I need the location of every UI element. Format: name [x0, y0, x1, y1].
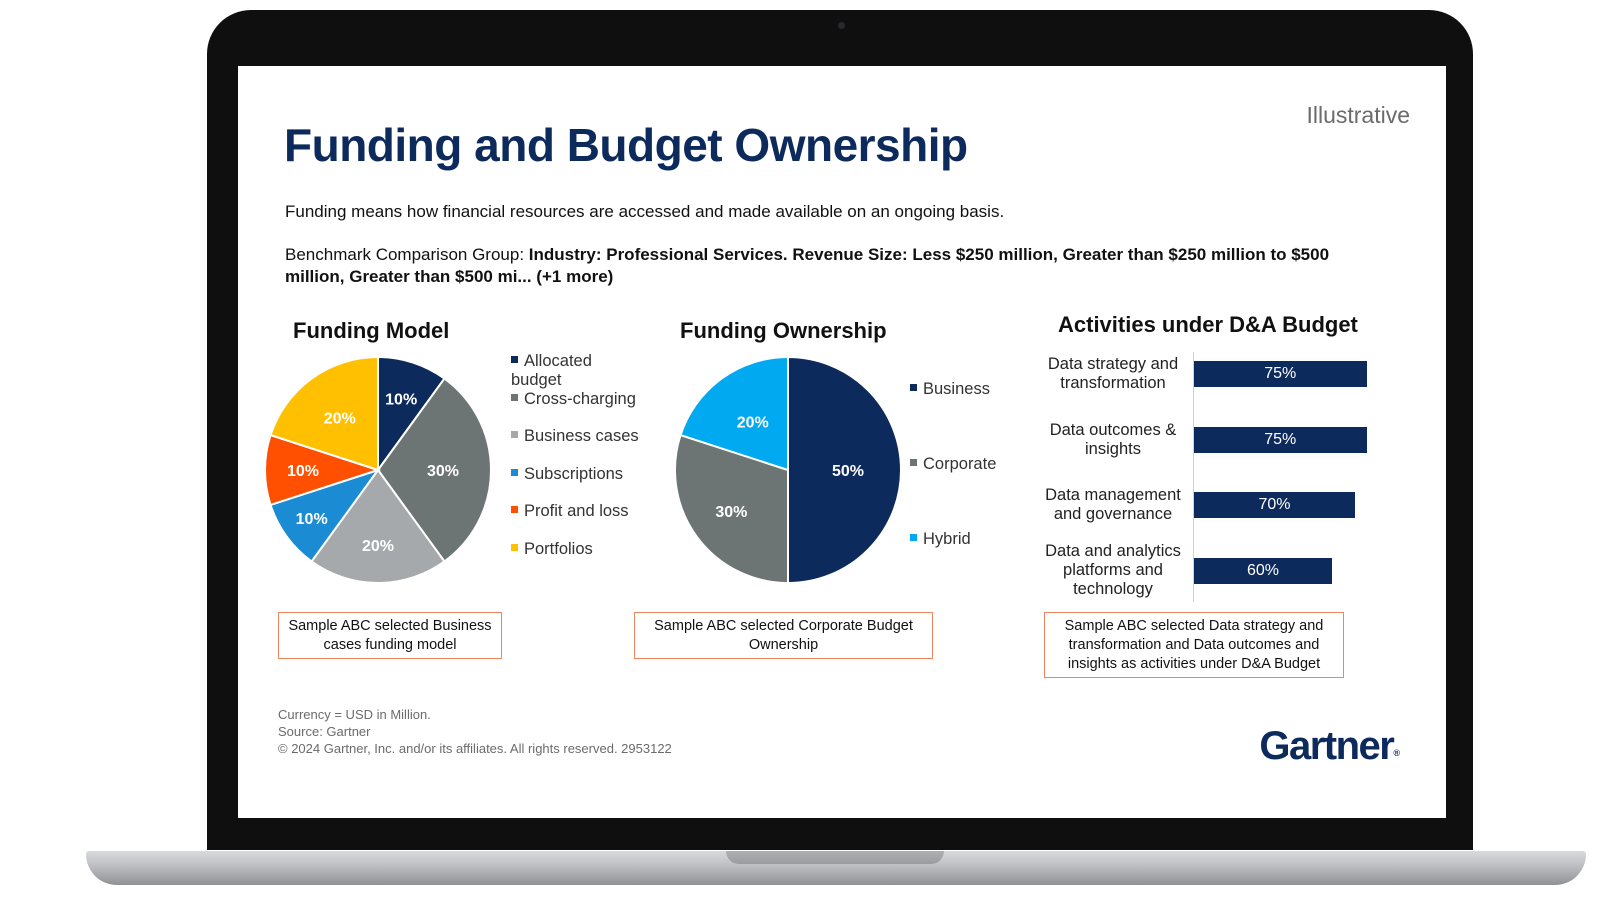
legend-label: Business cases [524, 427, 639, 445]
pie-slice-subscriptions [269, 468, 381, 563]
pie-label-business-cases: 20% [362, 538, 394, 555]
pie-slice-cross-charging [376, 377, 492, 563]
funding-ownership-pie: 50% 30% 20% [674, 355, 902, 585]
legend-item-corporate: Corporate [910, 455, 996, 474]
legend-swatch [511, 543, 518, 551]
copyright-note: © 2024 Gartner, Inc. and/or its affiliat… [278, 741, 672, 756]
legend-item-portfolios: Portfolios [511, 540, 593, 559]
legend-label: Subscriptions [524, 464, 624, 483]
funding-model-title: Funding Model [293, 318, 450, 343]
funding-model-legend: Allocated budget Cross-charging Business c… [511, 352, 671, 572]
pie-slice-business-cases [310, 468, 446, 584]
bar-value-label: 70% [1258, 496, 1291, 513]
pie-label-cross-charging: 30% [427, 463, 459, 480]
bar-value-label: 75% [1264, 365, 1297, 382]
legend-swatch [910, 384, 917, 392]
benchmark-group: Industry: Professional Services. Revenue… [285, 245, 1330, 286]
legend-item-business: Business [910, 380, 990, 399]
funding-ownership-title: Funding Ownership [680, 318, 887, 343]
activities-title: Activities under D&A Budget [1058, 312, 1358, 337]
legend-label: Business [923, 380, 990, 398]
pie-slice-business [787, 355, 902, 585]
legend-swatch [511, 468, 518, 476]
legend-item-business-cases: Business cases [511, 427, 639, 446]
bar-axis-line [1193, 352, 1194, 602]
pie-label-hybrid: 20% [737, 414, 769, 431]
legend-swatch [511, 393, 518, 401]
bar-category-data-and-analytics-platforms-and-technology: Data and analytics platforms and technol… [1045, 542, 1181, 598]
legend-label: Corporate [923, 455, 997, 473]
bar-category-data-outcomes-insights: Data outcomes & insights [1049, 420, 1177, 458]
legend-swatch [910, 534, 917, 542]
legend-label: Profit and loss [524, 502, 629, 520]
source-note: Source: Gartner [278, 724, 371, 739]
bar-category-data-strategy-and-transformation: Data strategy and transformation [1047, 355, 1179, 392]
funding-ownership-note: Sample ABC selected Corporate Budget Own… [634, 612, 933, 659]
legend-swatch [511, 506, 518, 514]
legend-item-cross-charging: Cross-charging [511, 390, 636, 409]
laptop-notch [726, 851, 944, 864]
benchmark-prefix: Benchmark Comparison Group: [285, 245, 529, 264]
legend-label: Cross-charging [524, 389, 636, 408]
legend-item-hybrid: Hybrid [910, 530, 971, 549]
slide: Funding and Budget Ownership Illustrativ… [238, 66, 1446, 818]
bar-data-strategy-and-transformation: 75% [1194, 361, 1367, 387]
activities-bar-chart: Data strategy and transformation 75% Data … [1038, 352, 1378, 604]
slide-title: Funding and Budget Ownership [284, 119, 968, 171]
bar-category-data-management-and-governance: Data management and governance [1045, 486, 1181, 523]
gartner-logo: Gartner® [1259, 724, 1400, 769]
legend-label: Hybrid [923, 530, 971, 548]
logo-text: Gartner [1259, 724, 1395, 768]
illustrative-tag: Illustrative [1306, 102, 1410, 128]
activities-note: Sample ABC selected Data strategy and tr… [1044, 612, 1344, 678]
pie-label-corporate: 30% [715, 504, 747, 521]
bar-data-outcomes-insights: 75% [1194, 426, 1367, 453]
funding-description: Funding means how financial resources ar… [285, 202, 1005, 221]
camera-icon [838, 22, 845, 29]
legend-label: Allocated budget [511, 352, 592, 389]
pie-label-portfolios: 20% [324, 410, 356, 427]
pie-label-profit-and-loss: 10% [287, 463, 319, 480]
logo-registered-mark: ® [1393, 748, 1400, 758]
pie-slice-portfolios [269, 355, 379, 472]
pie-slice-corporate [674, 433, 789, 585]
funding-ownership-legend: Business Corporate Hybrid [910, 380, 1040, 550]
legend-label: Portfolios [524, 539, 593, 558]
bar-data-management-and-governance: 70% [1194, 492, 1355, 518]
bar-value-label: 75% [1264, 430, 1297, 448]
legend-swatch [910, 459, 917, 467]
legend-swatch [511, 431, 518, 439]
pie-label-subscriptions: 10% [296, 511, 328, 528]
pie-slice-hybrid [679, 355, 789, 472]
legend-item-allocated-budget: Allocated budget [511, 352, 606, 390]
pie-slice-allocated-budget [377, 355, 446, 474]
pie-slice-profit-and-loss [264, 433, 382, 507]
legend-item-subscriptions: Subscriptions [511, 465, 623, 484]
legend-swatch [511, 356, 518, 364]
currency-note: Currency = USD in Million. [278, 707, 431, 722]
bar-value-label: 60% [1246, 561, 1280, 579]
pie-label-business: 50% [832, 463, 864, 480]
funding-model-pie: 10% 30% 20% 10% 10% 20% [264, 355, 492, 584]
legend-item-profit-and-loss: Profit and loss [511, 502, 629, 521]
benchmark-text: Benchmark Comparison Group: Industry: Pr… [285, 244, 1375, 288]
funding-model-note: Sample ABC selected Business cases fundi… [278, 612, 502, 659]
pie-label-allocated-budget: 10% [385, 392, 417, 409]
bar-data-and-analytics-platforms-and-technology: 60% [1194, 557, 1332, 584]
